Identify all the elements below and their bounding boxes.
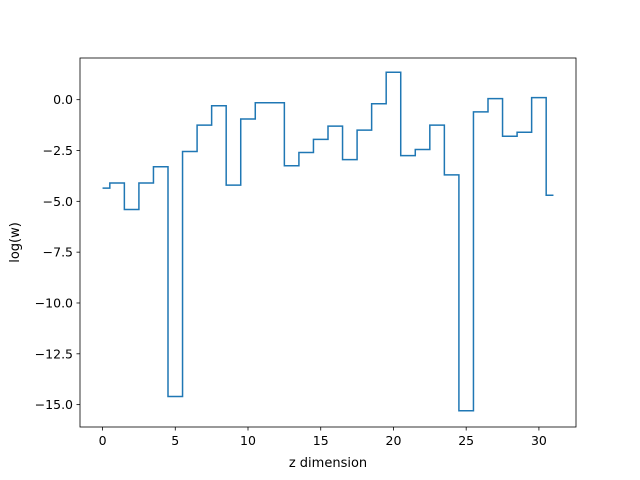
data-series (102, 71, 554, 412)
y-tick-label: −15.0 (35, 397, 73, 412)
x-tick-label: 20 (386, 433, 402, 448)
y-tick-label: −10.0 (35, 295, 73, 310)
x-tick-label: 10 (240, 433, 256, 448)
x-tick-label: 0 (99, 433, 107, 448)
y-axis-ticks: 0.0 −2.5 −5.0 −7.5 −10.0 −12.5 −15.0 (35, 92, 80, 412)
plot-area (80, 58, 576, 427)
y-tick-label: −7.5 (43, 245, 73, 260)
x-tick-label: 15 (313, 433, 329, 448)
y-tick-label: 0.0 (53, 92, 73, 107)
series-line (102, 71, 554, 412)
y-tick-label: −12.5 (35, 346, 73, 361)
y-tick-label: −5.0 (43, 194, 73, 209)
x-tick-label: 5 (171, 433, 179, 448)
y-axis-label: log(w) (8, 222, 23, 263)
plot-frame (79, 57, 577, 428)
y-tick-label: −2.5 (43, 143, 73, 158)
x-tick-label: 25 (458, 433, 474, 448)
x-tick-label: 30 (531, 433, 547, 448)
x-axis-ticks: 0 5 10 15 20 25 30 (99, 427, 547, 448)
x-axis-label: z dimension (289, 456, 367, 471)
